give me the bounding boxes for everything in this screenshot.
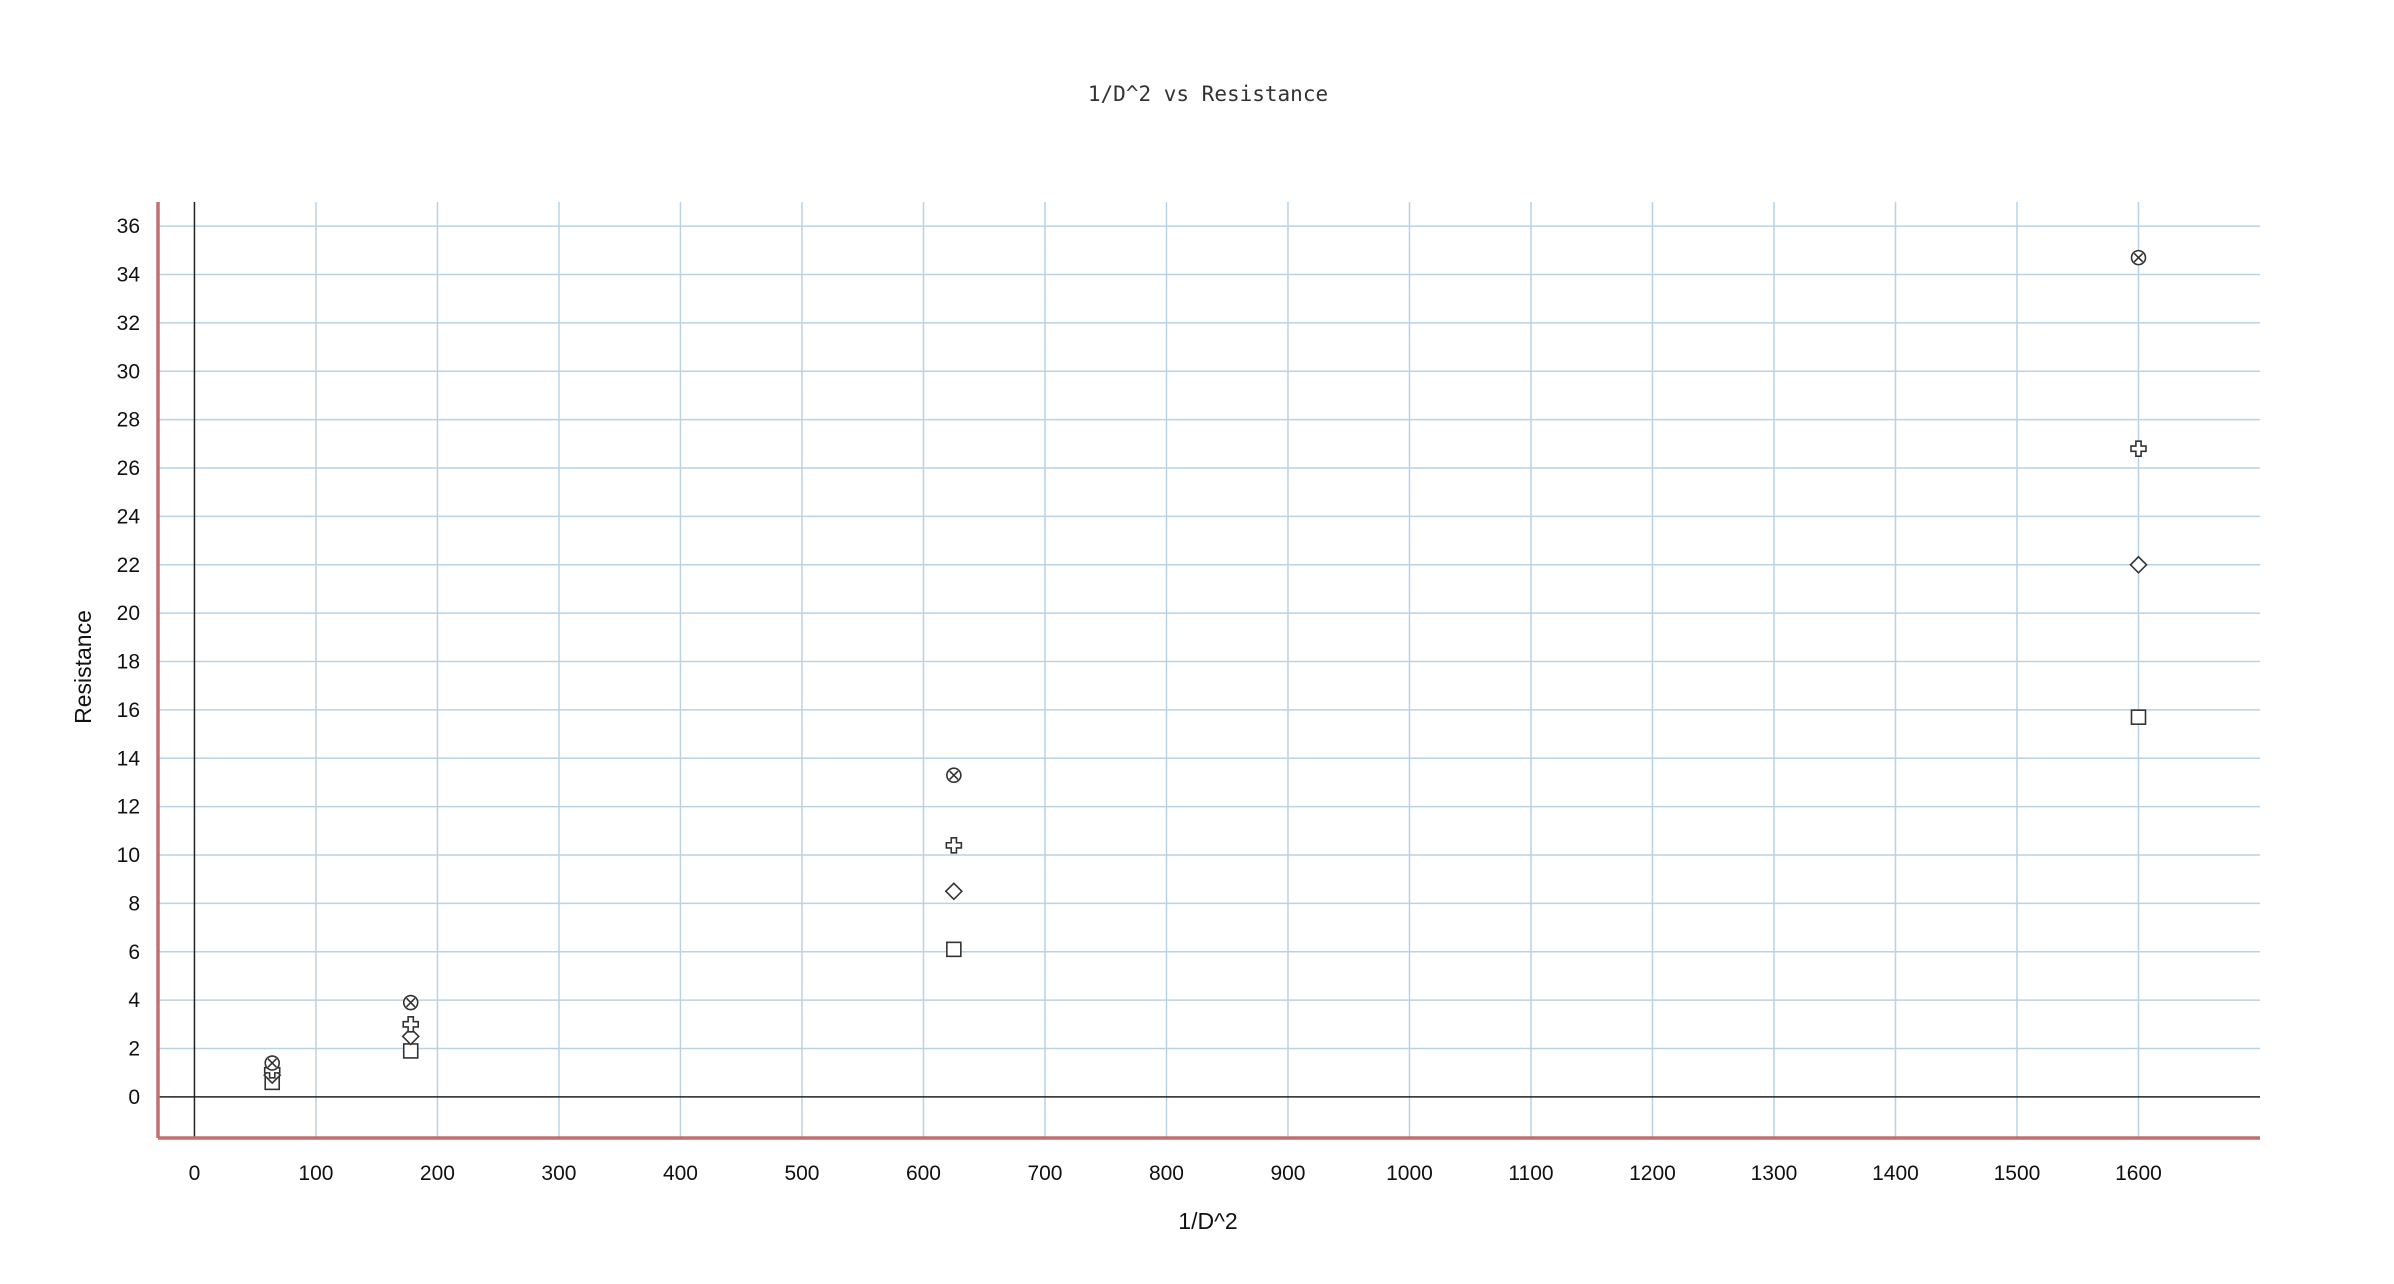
x-tick-label: 100: [298, 1162, 333, 1185]
x-tick-label: 0: [189, 1162, 201, 1185]
x-axis-label: 1/D^2: [1178, 1208, 1237, 1234]
y-tick-label: 14: [117, 747, 141, 770]
data-point-x-circle: [2130, 249, 2147, 266]
data-point-plus: [945, 837, 963, 854]
data-point-plus: [2130, 440, 2147, 457]
x-tick-label: 300: [541, 1162, 576, 1185]
y-tick-label: 26: [117, 457, 140, 480]
grid: [158, 202, 2260, 1138]
y-tick-label: 28: [117, 409, 140, 432]
x-tick-label: 1200: [1629, 1162, 1676, 1185]
y-axis-label: Resistance: [70, 610, 96, 724]
y-tick-label: 12: [117, 796, 140, 819]
y-tick-label: 10: [117, 844, 140, 867]
x-tick-label: 500: [784, 1162, 819, 1185]
data-point-square: [946, 941, 962, 958]
x-tick-label: 1100: [1508, 1162, 1553, 1185]
chart-title: 1/D^2 vs Resistance: [1088, 82, 1328, 106]
data-point-plus: [402, 1016, 420, 1033]
y-tick-label: 34: [117, 264, 141, 287]
x-tick-label: 1400: [1872, 1162, 1919, 1185]
x-tick-label: 1600: [2115, 1162, 2162, 1185]
x-tick-label: 900: [1270, 1162, 1305, 1185]
axes: [156, 202, 2260, 1140]
data-point-diamond: [944, 882, 963, 901]
y-tick-label: 32: [117, 312, 140, 335]
data-point-diamond: [401, 1027, 420, 1046]
y-tick-label: 30: [117, 360, 140, 383]
x-tick-label: 1000: [1386, 1162, 1433, 1185]
y-tick-label: 2: [128, 1038, 140, 1061]
x-tick-label: 1300: [1751, 1162, 1798, 1185]
x-tick-label: 700: [1027, 1162, 1062, 1185]
data-point-square: [402, 1043, 419, 1059]
y-tick-label: 20: [117, 602, 140, 625]
y-tick-label: 24: [117, 505, 141, 528]
data-point-x-circle: [264, 1055, 281, 1071]
y-tick-label: 18: [117, 651, 140, 674]
data-point-x-circle: [946, 767, 962, 784]
y-tick-label: 4: [128, 989, 140, 1012]
x-tick-label: 600: [906, 1162, 941, 1185]
data-point-diamond: [2129, 555, 2148, 574]
y-tick-label: 36: [117, 215, 140, 238]
y-tick-label: 6: [128, 941, 140, 964]
y-tick-label: 16: [117, 699, 140, 722]
y-tick-label: 8: [128, 892, 140, 915]
x-tick-label: 400: [663, 1162, 698, 1185]
x-tick-label: 1500: [1994, 1162, 2041, 1185]
data-point-x-circle: [402, 994, 419, 1011]
y-tick-label: 0: [128, 1086, 140, 1109]
x-tick-label: 800: [1149, 1162, 1184, 1185]
tick-labels: 0 100 200 300 400 500 600 700 800 900 1000 1100 1200…: [117, 215, 2162, 1185]
data-points: [263, 249, 2148, 1091]
data-point-square: [2130, 709, 2147, 725]
x-tick-label: 200: [420, 1162, 455, 1185]
y-tick-label: 22: [117, 554, 140, 577]
